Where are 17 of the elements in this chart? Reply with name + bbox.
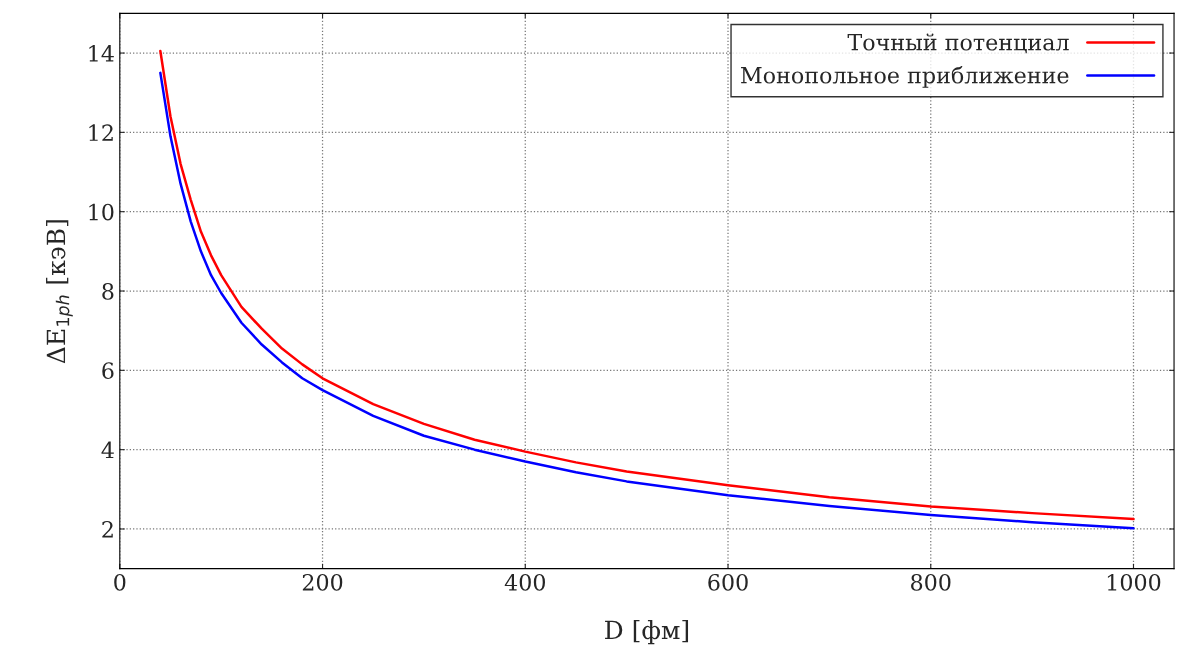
- x-tick-label: 600: [708, 573, 748, 591]
- y-tick-label: 2: [102, 520, 113, 538]
- y-tick-label: 12: [89, 124, 113, 141]
- y-tick-label: 4: [101, 441, 114, 459]
- y-axis-title: ΔE$_{1ph}$ [кэВ]: [46, 220, 73, 364]
- legend-label: Монопольное приближение: [741, 66, 1069, 88]
- x-tick-label: 1000: [1107, 573, 1161, 591]
- x-axis-title: D [фм]: [605, 620, 689, 645]
- y-tick-label: 10: [89, 203, 114, 221]
- y-tick-label: 14: [89, 44, 114, 62]
- x-tick-label: 400: [504, 573, 546, 591]
- x-tick-label: 0: [114, 573, 126, 591]
- x-tick-label: 800: [911, 573, 951, 591]
- y-tick-label: 6: [102, 362, 114, 380]
- legend-label: Точный потенциал: [847, 33, 1069, 54]
- x-tick-label: 200: [302, 573, 343, 591]
- y-tick-label: 8: [102, 282, 114, 300]
